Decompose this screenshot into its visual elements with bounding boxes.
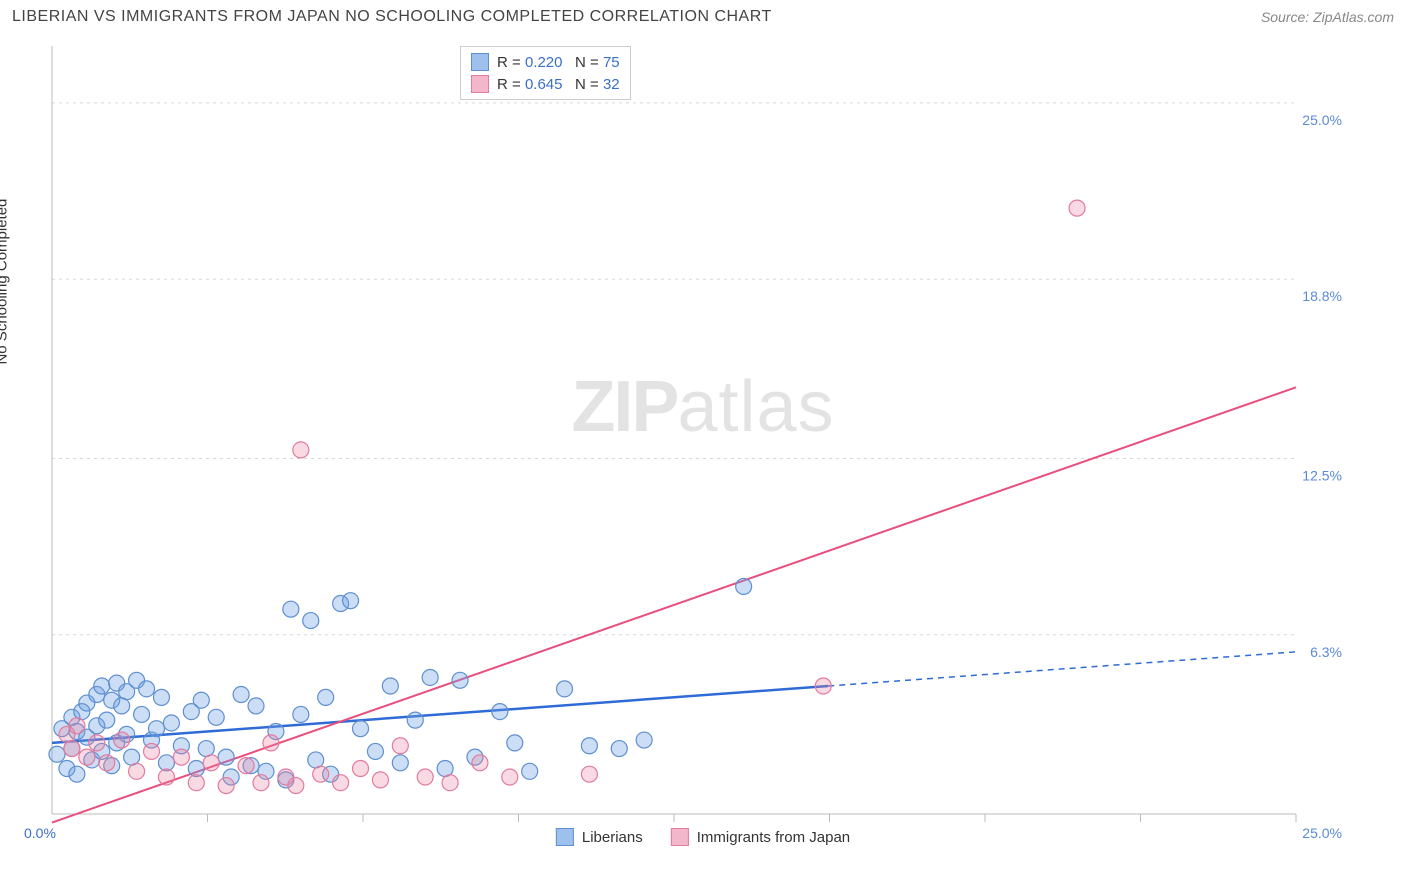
series-legend-label: Liberians [582, 829, 643, 846]
source-label: Source: ZipAtlas.com [1261, 9, 1394, 25]
series-legend-label: Immigrants from Japan [697, 829, 850, 846]
legend-swatch [471, 53, 489, 71]
series-legend-item: Liberians [556, 828, 643, 846]
series-legend-item: Immigrants from Japan [671, 828, 850, 846]
chart-title: LIBERIAN VS IMMIGRANTS FROM JAPAN NO SCH… [12, 8, 772, 26]
svg-text:0.0%: 0.0% [24, 825, 56, 841]
chart-container: No Schooling Completed ZIPatlas 6.3%12.5… [12, 34, 1394, 844]
stats-legend-row: R = 0.645 N = 32 [471, 73, 620, 95]
svg-text:25.0%: 25.0% [1302, 825, 1342, 841]
svg-text:12.5%: 12.5% [1302, 467, 1342, 483]
y-axis-label: No Schooling Completed [0, 199, 11, 365]
legend-stat-text: R = 0.220 N = 75 [497, 54, 620, 71]
series-legend: Liberians Immigrants from Japan [556, 828, 850, 846]
legend-swatch [556, 828, 574, 846]
svg-text:18.8%: 18.8% [1302, 288, 1342, 304]
svg-text:25.0%: 25.0% [1302, 112, 1342, 128]
scatter-chart: 6.3% 12.5% 18.8% 25.0% 0.0% 25.0% [12, 34, 1342, 844]
stats-legend-row: R = 0.220 N = 75 [471, 51, 620, 73]
stats-legend: R = 0.220 N = 75 R = 0.645 N = 32 [460, 46, 631, 100]
legend-swatch [471, 75, 489, 93]
svg-text:6.3%: 6.3% [1310, 644, 1342, 660]
legend-stat-text: R = 0.645 N = 32 [497, 76, 620, 93]
legend-swatch [671, 828, 689, 846]
